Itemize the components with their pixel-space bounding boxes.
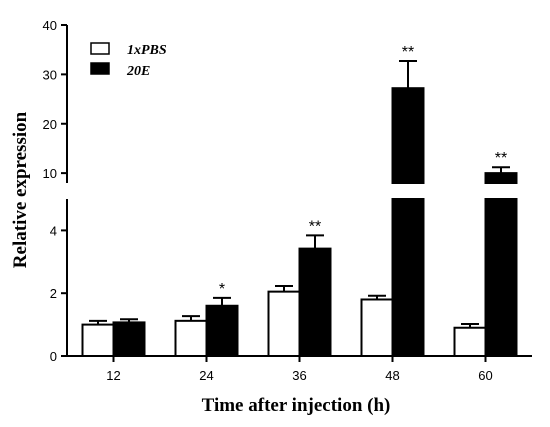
x-tick-label-36: 36 — [292, 368, 306, 383]
bar-1xPBS-48 — [360, 298, 394, 358]
significance-48: ** — [402, 44, 414, 61]
y-tick-label-4: 4 — [50, 223, 57, 238]
x-tick-label-12: 12 — [106, 368, 120, 383]
significance-24: * — [219, 281, 225, 298]
bar-1xPBS-60 — [453, 326, 487, 357]
bar-1xPBS-12 — [81, 323, 115, 358]
y-axis-label: Relative expression — [10, 111, 31, 268]
legend-label-20e: 20E — [126, 64, 150, 79]
y-tick-label-30: 30 — [43, 67, 57, 82]
legend-swatch-pbs — [90, 42, 110, 55]
x-axis-label: Time after injection (h) — [202, 395, 391, 416]
bar-20E-60-upper — [484, 172, 518, 184]
bars-group — [81, 87, 518, 358]
legend-swatch-20e — [90, 62, 110, 75]
bar-20E-12 — [112, 321, 146, 358]
x-axis: 12 24 36 48 60 — [67, 355, 532, 383]
y-axis-lower: 0 2 4 — [50, 199, 68, 364]
y-tick-label-20: 20 — [43, 117, 57, 132]
bar-20E-48-upper — [391, 87, 425, 184]
bar-20E-60-lower — [484, 198, 518, 357]
y-tick-label-40: 40 — [43, 18, 57, 33]
significance-group: ******* — [219, 44, 507, 298]
legend-label-pbs: 1xPBS — [127, 43, 167, 58]
y-tick-label-0: 0 — [50, 349, 57, 364]
significance-60: ** — [495, 150, 507, 167]
legend: 1xPBS 20E — [90, 42, 167, 79]
x-tick-label-24: 24 — [199, 368, 213, 383]
y-axis-upper: 10 20 30 40 — [43, 18, 68, 183]
bar-20E-48-lower — [391, 198, 425, 357]
bar-1xPBS-24 — [174, 319, 208, 357]
significance-36: ** — [309, 218, 321, 235]
x-tick-label-60: 60 — [478, 368, 492, 383]
x-tick-label-48: 48 — [385, 368, 399, 383]
error-bars-group — [89, 60, 510, 328]
bar-20E-36 — [298, 247, 332, 357]
y-tick-label-10: 10 — [43, 166, 57, 181]
bar-1xPBS-36 — [267, 290, 301, 358]
bar-20E-24 — [205, 304, 239, 358]
y-tick-label-2: 2 — [50, 286, 57, 301]
